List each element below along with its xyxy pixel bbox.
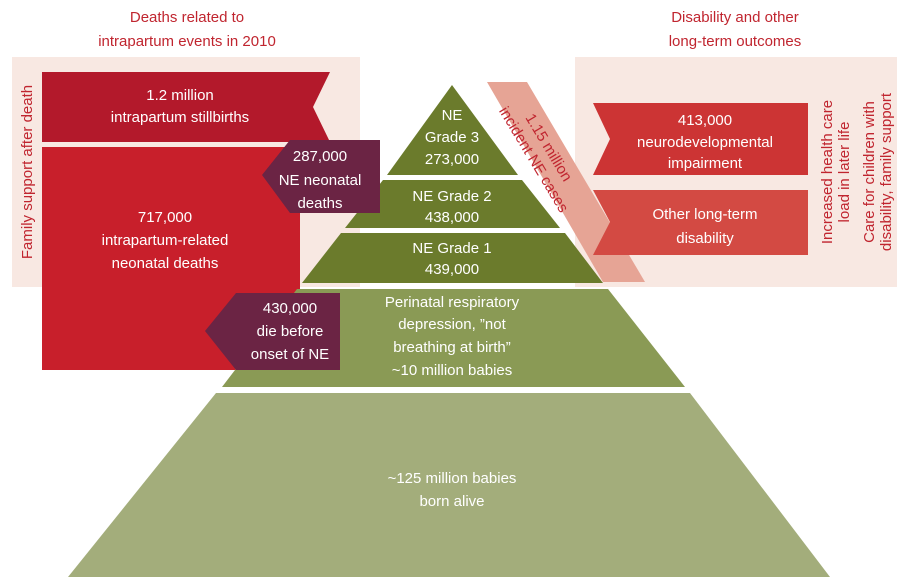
perinatal-label: ~10 million babies	[392, 362, 513, 379]
side-label: Care for children with	[861, 101, 878, 243]
ne-neonatal-label: 287,000	[293, 148, 347, 165]
heading: Deaths related to	[130, 9, 244, 26]
perinatal-label: breathing at birth”	[393, 339, 511, 356]
impairment-label: impairment	[668, 155, 743, 172]
before-ne-label: onset of NE	[251, 346, 329, 363]
grade1-label: NE Grade 1	[412, 240, 491, 257]
grade1-level	[302, 233, 603, 283]
grade3-label: Grade 3	[425, 129, 479, 146]
perinatal-label: Perinatal respiratory	[385, 294, 520, 311]
side-label: Increased health care	[819, 100, 836, 244]
side-label: load in later life	[836, 122, 853, 223]
born-alive-label: born alive	[419, 493, 484, 510]
grade2-label: NE Grade 2	[412, 188, 491, 205]
grade2-level	[345, 180, 560, 228]
other-disability-label: disability	[676, 230, 734, 247]
perinatal-label: depression, ”not	[398, 316, 506, 333]
grade3-level	[387, 85, 518, 175]
stillbirths-label: 1.2 million	[146, 87, 214, 104]
side-label: disability, family support	[878, 92, 895, 251]
grade1-label: 439,000	[425, 261, 479, 278]
impairment-label: 413,000	[678, 112, 732, 129]
impairment-label: neurodevelopmental	[637, 134, 773, 151]
ne-neonatal-label: NE neonatal	[279, 172, 362, 189]
neonatal-label: neonatal deaths	[112, 255, 219, 272]
impairment-box	[593, 103, 808, 175]
grade3-label: 273,000	[425, 151, 479, 168]
neonatal-label: 717,000	[138, 209, 192, 226]
heading: long-term outcomes	[669, 33, 802, 50]
born-alive-label: ~125 million babies	[388, 470, 517, 487]
side-label: Family support after death	[19, 85, 36, 259]
grade3-label: NE	[442, 107, 463, 124]
grade2-label: 438,000	[425, 209, 479, 226]
other-disability-label: Other long-term	[652, 206, 757, 223]
other-disability-box	[593, 190, 808, 255]
heading: intrapartum events in 2010	[98, 33, 276, 50]
before-ne-label: die before	[257, 323, 324, 340]
ne-neonatal-label: deaths	[297, 195, 342, 212]
stillbirths-label: intrapartum stillbirths	[111, 109, 249, 126]
heading: Disability and other	[671, 9, 799, 26]
before-ne-label: 430,000	[263, 300, 317, 317]
neonatal-label: intrapartum-related	[102, 232, 229, 249]
before-ne-arrow	[205, 293, 340, 370]
ne-neonatal-arrow	[262, 140, 380, 213]
stillbirths-box	[42, 72, 330, 142]
born-alive-level	[68, 393, 830, 577]
